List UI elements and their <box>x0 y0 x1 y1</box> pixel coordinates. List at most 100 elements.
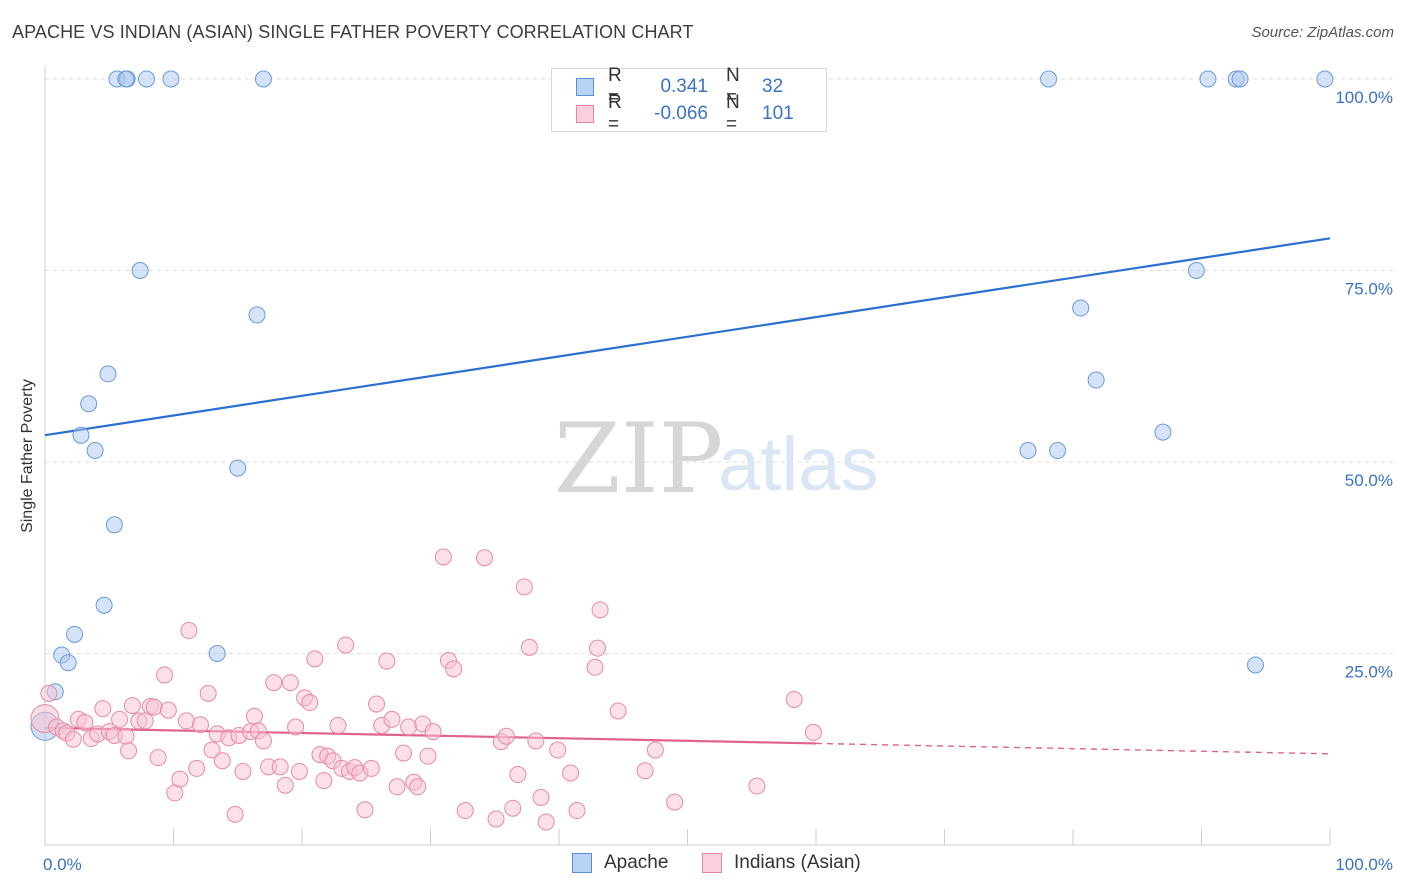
indians-point <box>276 776 294 794</box>
indians-point <box>356 801 374 819</box>
x-tick-labels: 0.0% 100.0% <box>43 855 1393 874</box>
indians-point <box>515 578 533 596</box>
r-label: R = <box>608 92 622 135</box>
apache-point <box>105 516 123 534</box>
series-legend: Apache Indians (Asian) <box>0 852 1406 878</box>
indians-point <box>804 723 822 741</box>
indians-point <box>329 717 347 735</box>
n-value: 32 <box>762 76 784 97</box>
apache-point <box>117 70 135 88</box>
indians-point <box>388 778 406 796</box>
n-label: N = <box>726 92 740 135</box>
apache-point <box>1154 423 1172 441</box>
y-tick-label: 100.0% <box>1335 88 1393 107</box>
indians-point <box>568 802 586 820</box>
legend-item-apache[interactable]: Apache <box>572 852 668 874</box>
legend-swatch-apache <box>576 78 594 96</box>
indians-point <box>306 650 324 668</box>
indians-point <box>434 548 452 566</box>
indians-point <box>748 777 766 795</box>
apache-point <box>1072 299 1090 317</box>
legend-label-indians: Indians (Asian) <box>734 852 861 873</box>
indians-point <box>171 770 189 788</box>
indians-point <box>159 701 177 719</box>
indians-point <box>424 723 442 741</box>
indians-point <box>111 710 129 728</box>
y-tick-labels: 25.0% 50.0% 75.0% 100.0% <box>1335 88 1393 682</box>
indians-point <box>562 764 580 782</box>
indians-point <box>123 697 141 715</box>
apache-point <box>1087 371 1105 389</box>
indians-point <box>527 732 545 750</box>
indians-point <box>265 674 283 692</box>
apache-point <box>1231 70 1249 88</box>
indians-point <box>368 695 386 713</box>
r-label: R = <box>608 65 622 108</box>
apache-point <box>162 70 180 88</box>
indians-point <box>203 741 221 759</box>
apache-point <box>229 459 247 477</box>
y-tick-label: 75.0% <box>1345 280 1393 299</box>
indians-point <box>497 727 515 745</box>
indians-point <box>591 601 609 619</box>
indians-point <box>636 762 654 780</box>
watermark-zip: ZIP <box>554 403 723 515</box>
x-tick-label-max: 100.0% <box>1335 855 1393 874</box>
indians-point <box>136 712 154 730</box>
indians-point <box>199 684 217 702</box>
legend-swatch-apache <box>572 853 592 873</box>
y-axis-label: Single Father Poverty <box>19 379 36 533</box>
indians-point <box>64 730 82 748</box>
indians-point <box>254 732 272 750</box>
indians-point <box>281 674 299 692</box>
correlation-legend: R = 0.341 N = 32 R = -0.066 N = 101 <box>551 65 827 135</box>
indians-point <box>145 698 163 716</box>
data-points <box>30 70 1334 831</box>
n-value: 101 <box>762 103 794 124</box>
legend-item-indians[interactable]: Indians (Asian) <box>702 852 861 874</box>
apache-point <box>1316 70 1334 88</box>
apache-point <box>208 645 226 662</box>
indians-point <box>177 712 195 730</box>
indians-point <box>180 622 198 640</box>
indians-point <box>400 718 418 736</box>
apache-point <box>138 70 156 88</box>
source-label: Source: ZipAtlas.com <box>1251 24 1394 41</box>
apache-point <box>80 395 98 413</box>
apache-trend-line <box>44 237 1331 437</box>
indians-point <box>315 772 333 790</box>
indians-point <box>520 638 538 656</box>
apache-point <box>86 442 104 460</box>
indians-point <box>191 716 209 734</box>
indians-point <box>532 789 550 807</box>
indians-point <box>301 694 319 712</box>
indians-point <box>378 652 396 670</box>
indians-point <box>549 741 567 759</box>
indians-point <box>509 766 527 784</box>
indians-point <box>362 759 380 777</box>
indians-point <box>456 802 474 820</box>
apache-point <box>66 625 84 643</box>
indians-point <box>666 793 684 811</box>
chart-title: APACHE VS INDIAN (ASIAN) SINGLE FATHER P… <box>12 22 694 42</box>
indians-point <box>586 658 604 676</box>
indians-point <box>149 749 167 767</box>
y-tick-label: 50.0% <box>1345 471 1393 490</box>
indians-point <box>609 702 627 720</box>
indians-point <box>76 713 94 731</box>
apache-point <box>1049 442 1067 460</box>
indians-point <box>213 752 231 770</box>
indians-point <box>234 762 252 780</box>
indians-point <box>589 639 607 657</box>
indians-point <box>271 758 289 776</box>
indians-trend-extension <box>815 742 1331 755</box>
apache-point <box>131 262 149 279</box>
r-value: 0.341 <box>660 76 708 97</box>
grid-lines <box>45 78 1395 654</box>
watermark-atlas: atlas <box>718 422 879 507</box>
indians-point <box>445 660 463 678</box>
indians-point <box>226 805 244 823</box>
indians-point <box>94 700 112 718</box>
